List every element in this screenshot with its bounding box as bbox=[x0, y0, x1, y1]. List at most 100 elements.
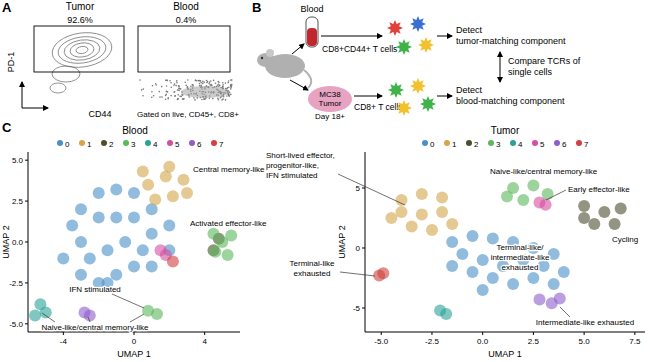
flow-dot bbox=[231, 84, 233, 86]
arrow bbox=[292, 44, 304, 54]
flow-dot bbox=[159, 96, 161, 98]
contour bbox=[63, 38, 101, 63]
cell-point bbox=[102, 244, 114, 256]
flow-dot bbox=[208, 83, 210, 85]
flow-dot bbox=[156, 84, 158, 86]
y-tick bbox=[25, 323, 28, 324]
cell-point bbox=[208, 228, 220, 240]
cell-point bbox=[137, 244, 149, 256]
flow-dot bbox=[161, 86, 163, 88]
flow-dot bbox=[178, 88, 180, 90]
tumor bbox=[308, 86, 352, 112]
leader-line bbox=[338, 174, 405, 205]
contours bbox=[50, 29, 114, 71]
cell-point bbox=[181, 187, 193, 199]
flow-dot bbox=[202, 83, 204, 85]
legend-label: 2 bbox=[474, 140, 479, 149]
flow-dot bbox=[178, 90, 180, 92]
annotation: Cycling bbox=[612, 235, 638, 244]
flow-dot bbox=[185, 85, 187, 87]
cell-point bbox=[377, 267, 389, 279]
flow-dot bbox=[166, 79, 168, 81]
contour bbox=[50, 29, 114, 71]
cell-point bbox=[167, 256, 179, 268]
flow-dot bbox=[177, 98, 179, 100]
legend-swatch bbox=[466, 140, 472, 146]
y-tick-label: 0.0 bbox=[12, 238, 24, 247]
cell-point bbox=[40, 306, 52, 318]
flow-dot bbox=[211, 84, 213, 86]
x-tick-label: -2.5 bbox=[425, 337, 439, 346]
flow-dot bbox=[153, 95, 155, 97]
x-tick-label: 4 bbox=[202, 337, 207, 346]
flow-dot bbox=[210, 85, 212, 87]
cell-point bbox=[84, 252, 96, 264]
panel-a: TumorBloodPD-192.6%CD440.4%Gated on live… bbox=[6, 1, 239, 119]
axis-arrow bbox=[22, 82, 23, 108]
flow-dot bbox=[184, 81, 186, 83]
y-tick-label: 5.0 bbox=[12, 156, 24, 165]
annotation: Naive-like/central memory-like bbox=[490, 167, 598, 176]
plot-title: Blood bbox=[173, 1, 199, 12]
flow-dot bbox=[229, 91, 231, 93]
cell-point bbox=[416, 208, 428, 220]
cell-point bbox=[396, 194, 408, 206]
x-tick bbox=[381, 332, 382, 335]
legend-label: 3 bbox=[131, 140, 136, 149]
figure: ABCTumorBloodPD-192.6%CD440.4%Gated on l… bbox=[0, 0, 650, 362]
cell-point bbox=[507, 278, 519, 290]
y-tick bbox=[25, 242, 28, 243]
cell-point bbox=[93, 187, 105, 199]
flow-dot bbox=[230, 86, 232, 88]
panel-label: C bbox=[2, 120, 12, 135]
flow-dot bbox=[173, 92, 175, 94]
flow-dot bbox=[178, 94, 180, 96]
axis-label: UMAP 2 bbox=[337, 225, 347, 258]
result-label: Detect bbox=[456, 25, 483, 35]
flow-dot bbox=[170, 95, 172, 97]
flow-dot bbox=[227, 87, 229, 89]
flow-dot bbox=[212, 98, 214, 100]
cell-point bbox=[128, 212, 140, 224]
cell-point bbox=[517, 194, 529, 206]
tumor-label: Tumor bbox=[319, 99, 342, 108]
legend-swatch bbox=[554, 140, 560, 146]
flow-dot bbox=[230, 84, 232, 86]
y-tick-label: 2.5 bbox=[12, 197, 24, 206]
flow-dot bbox=[165, 80, 167, 82]
cell-point bbox=[396, 206, 408, 218]
legend-swatch bbox=[488, 140, 494, 146]
legend-swatch bbox=[167, 140, 173, 146]
flow-dot bbox=[206, 82, 208, 84]
annotation: exhausted bbox=[502, 263, 539, 272]
y-tick-label: -2.5 bbox=[9, 279, 23, 288]
legend-label: 1 bbox=[87, 140, 92, 149]
cell-point bbox=[477, 284, 489, 296]
flow-dot bbox=[174, 95, 176, 97]
legend-swatch bbox=[189, 140, 195, 146]
cell-point bbox=[534, 294, 546, 306]
legend-label: 5 bbox=[540, 140, 545, 149]
flow-dot bbox=[200, 85, 202, 87]
flow-dot bbox=[174, 83, 176, 85]
flow-dot bbox=[198, 80, 200, 82]
leader-line bbox=[560, 307, 570, 317]
flow-dot bbox=[203, 98, 205, 100]
flow-dot bbox=[182, 98, 184, 100]
cell-point bbox=[416, 188, 428, 200]
cell-point bbox=[467, 266, 479, 278]
t-cell-icon bbox=[420, 96, 436, 112]
leader-line bbox=[546, 190, 566, 200]
cell-point bbox=[527, 272, 539, 284]
leader-line bbox=[112, 294, 144, 308]
annotation: IFN stimulated bbox=[69, 285, 121, 294]
tumor-label: MC38 bbox=[319, 90, 341, 99]
tumor-day: Day 18+ bbox=[315, 112, 345, 121]
annotation: intermediate-like bbox=[491, 253, 550, 262]
arrow bbox=[437, 96, 452, 97]
flow-dot bbox=[228, 94, 230, 96]
result-label: blood-matching component bbox=[456, 96, 565, 106]
legend-swatch bbox=[123, 140, 129, 146]
cell-point bbox=[222, 249, 234, 261]
flow-dot bbox=[228, 95, 230, 97]
